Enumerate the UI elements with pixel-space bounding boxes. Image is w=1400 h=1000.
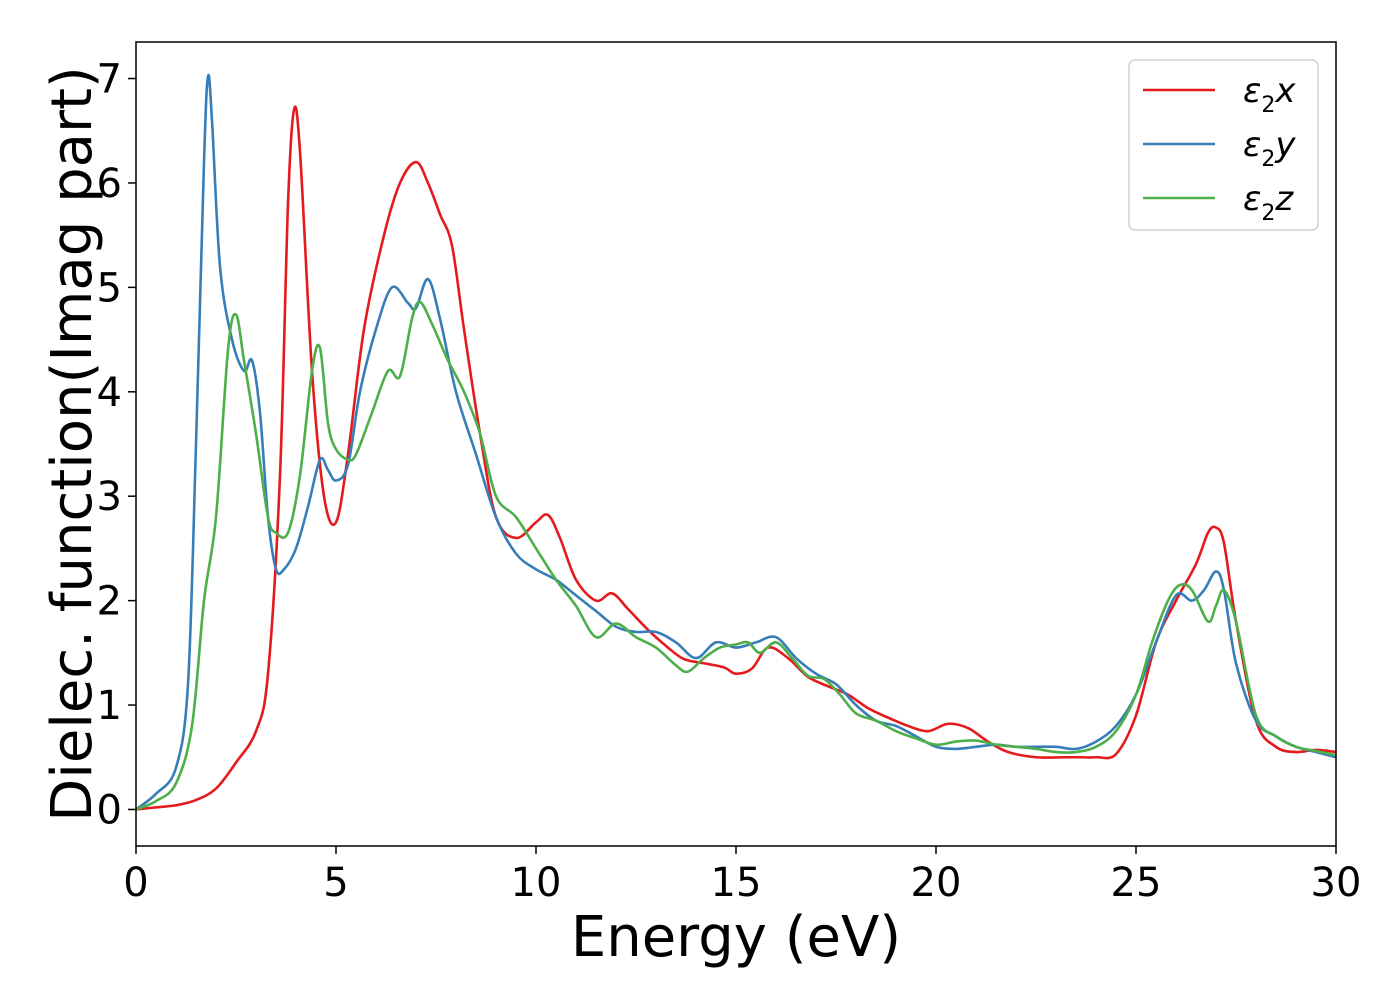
legend-axis: x (1274, 71, 1296, 111)
x-tick-label: 30 (1311, 860, 1362, 906)
legend-symbol: ε (1243, 71, 1261, 111)
series-line-x (136, 105, 1336, 811)
x-tick-label: 10 (511, 860, 562, 906)
y-axis-label: Dielec. function(Imag part) (40, 66, 105, 822)
legend-subscript: 2 (1261, 93, 1275, 118)
x-tick-label: 5 (323, 860, 348, 906)
legend-symbol: ε (1243, 179, 1261, 219)
legend-axis: y (1274, 125, 1296, 165)
x-axis-ticks: 0 5 10 15 20 25 30 (123, 846, 1361, 906)
x-axis-label: Energy (eV) (571, 905, 901, 970)
legend-label-z: ε2z (1243, 179, 1294, 226)
legend-axis: z (1274, 179, 1294, 219)
x-tick-label: 0 (123, 860, 148, 906)
legend-subscript: 2 (1261, 147, 1275, 172)
x-tick-label: 20 (911, 860, 962, 906)
y-axis-ticks: 0 1 2 3 4 5 6 7 (97, 57, 136, 833)
y-tick-label: 3 (97, 474, 122, 520)
plot-lines (136, 73, 1336, 811)
y-tick-label: 6 (97, 161, 122, 207)
legend-label-y: ε2y (1243, 125, 1296, 172)
x-tick-label: 15 (711, 860, 762, 906)
y-tick-label: 0 (97, 787, 122, 833)
y-tick-label: 4 (97, 370, 122, 416)
series-line-z (136, 300, 1336, 811)
legend-subscript: 2 (1261, 201, 1275, 226)
legend-label-x: ε2x (1243, 71, 1296, 118)
legend-box (1128, 59, 1319, 231)
y-tick-label: 2 (97, 579, 122, 625)
x-tick-label: 25 (1111, 860, 1162, 906)
y-tick-label: 5 (97, 265, 122, 311)
legend-symbol: ε (1243, 125, 1261, 165)
y-tick-label: 1 (97, 683, 122, 729)
series-line-y (136, 73, 1336, 811)
y-tick-label: 7 (97, 57, 122, 103)
